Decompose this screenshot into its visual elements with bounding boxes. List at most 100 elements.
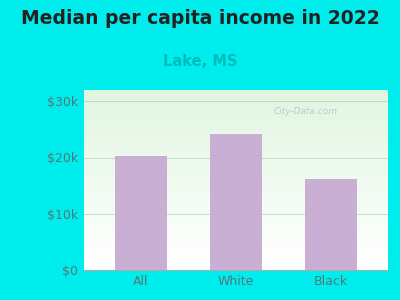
Bar	[84, 129, 388, 130]
Bar	[84, 168, 388, 169]
Bar	[84, 153, 388, 154]
Bar	[84, 211, 388, 212]
Bar	[84, 207, 388, 208]
Bar	[84, 233, 388, 234]
Bar	[84, 257, 388, 258]
Bar	[84, 237, 388, 238]
Bar	[84, 177, 388, 178]
Bar	[84, 172, 388, 173]
Bar	[84, 227, 388, 228]
Bar	[84, 203, 388, 204]
Bar	[84, 105, 388, 106]
Bar	[84, 147, 388, 148]
Bar	[84, 256, 388, 257]
Bar	[84, 189, 388, 190]
Bar	[84, 143, 388, 144]
Bar	[84, 115, 388, 116]
Bar	[84, 244, 388, 245]
Bar	[84, 152, 388, 153]
Bar	[84, 236, 388, 237]
Bar	[84, 93, 388, 94]
Bar	[84, 226, 388, 227]
Bar	[84, 132, 388, 133]
Bar	[84, 130, 388, 131]
Bar	[84, 245, 388, 246]
Bar	[84, 193, 388, 194]
Bar	[84, 112, 388, 113]
Bar	[84, 261, 388, 262]
Bar	[84, 268, 388, 269]
Bar	[84, 159, 388, 160]
Bar	[84, 100, 388, 101]
Bar	[84, 135, 388, 136]
Bar	[84, 212, 388, 213]
Bar	[84, 98, 388, 99]
Bar	[84, 184, 388, 185]
Bar	[84, 174, 388, 175]
Text: Lake, MS: Lake, MS	[163, 54, 237, 69]
Bar	[84, 217, 388, 218]
Bar	[84, 210, 388, 211]
Bar	[84, 176, 388, 177]
Bar	[84, 191, 388, 192]
Bar	[84, 178, 388, 179]
Bar	[84, 122, 388, 123]
Bar	[84, 250, 388, 251]
Bar	[84, 118, 388, 119]
Bar	[84, 142, 388, 143]
Bar	[84, 141, 388, 142]
Bar	[84, 235, 388, 236]
Bar	[84, 231, 388, 232]
Bar	[84, 150, 388, 151]
Bar	[84, 241, 388, 242]
Bar	[84, 182, 388, 183]
Bar	[84, 224, 388, 225]
Bar	[84, 253, 388, 254]
Bar	[84, 149, 388, 150]
Text: Median per capita income in 2022: Median per capita income in 2022	[21, 9, 379, 28]
Bar	[84, 125, 388, 126]
Bar	[84, 181, 388, 182]
Bar	[84, 156, 388, 157]
Bar	[84, 252, 388, 253]
Bar	[84, 139, 388, 140]
Bar	[84, 198, 388, 199]
Bar	[84, 148, 388, 149]
Bar	[84, 221, 388, 222]
Bar	[84, 163, 388, 164]
Bar	[84, 201, 388, 202]
Bar	[84, 265, 388, 266]
Bar	[84, 133, 388, 134]
Bar	[84, 266, 388, 267]
Bar	[84, 223, 388, 224]
Bar	[84, 185, 388, 186]
Bar	[84, 173, 388, 174]
Bar	[84, 205, 388, 206]
Bar	[84, 126, 388, 127]
Bar	[305, 179, 357, 270]
Bar	[84, 262, 388, 263]
Bar	[84, 120, 388, 121]
Bar	[115, 156, 167, 270]
Bar	[84, 238, 388, 239]
Bar	[84, 243, 388, 244]
Bar	[210, 134, 262, 270]
Bar	[84, 109, 388, 110]
Bar	[84, 111, 388, 112]
Bar	[84, 97, 388, 98]
Bar	[84, 215, 388, 216]
Bar	[84, 188, 388, 189]
Bar	[84, 179, 388, 180]
Bar	[84, 202, 388, 203]
Bar	[84, 249, 388, 250]
Bar	[84, 138, 388, 139]
Bar	[84, 162, 388, 163]
Bar	[84, 229, 388, 230]
Bar	[84, 101, 388, 102]
Bar	[84, 260, 388, 261]
Bar	[84, 192, 388, 193]
Bar	[84, 140, 388, 141]
Bar	[84, 157, 388, 158]
Bar	[84, 90, 388, 91]
Bar	[84, 167, 388, 168]
